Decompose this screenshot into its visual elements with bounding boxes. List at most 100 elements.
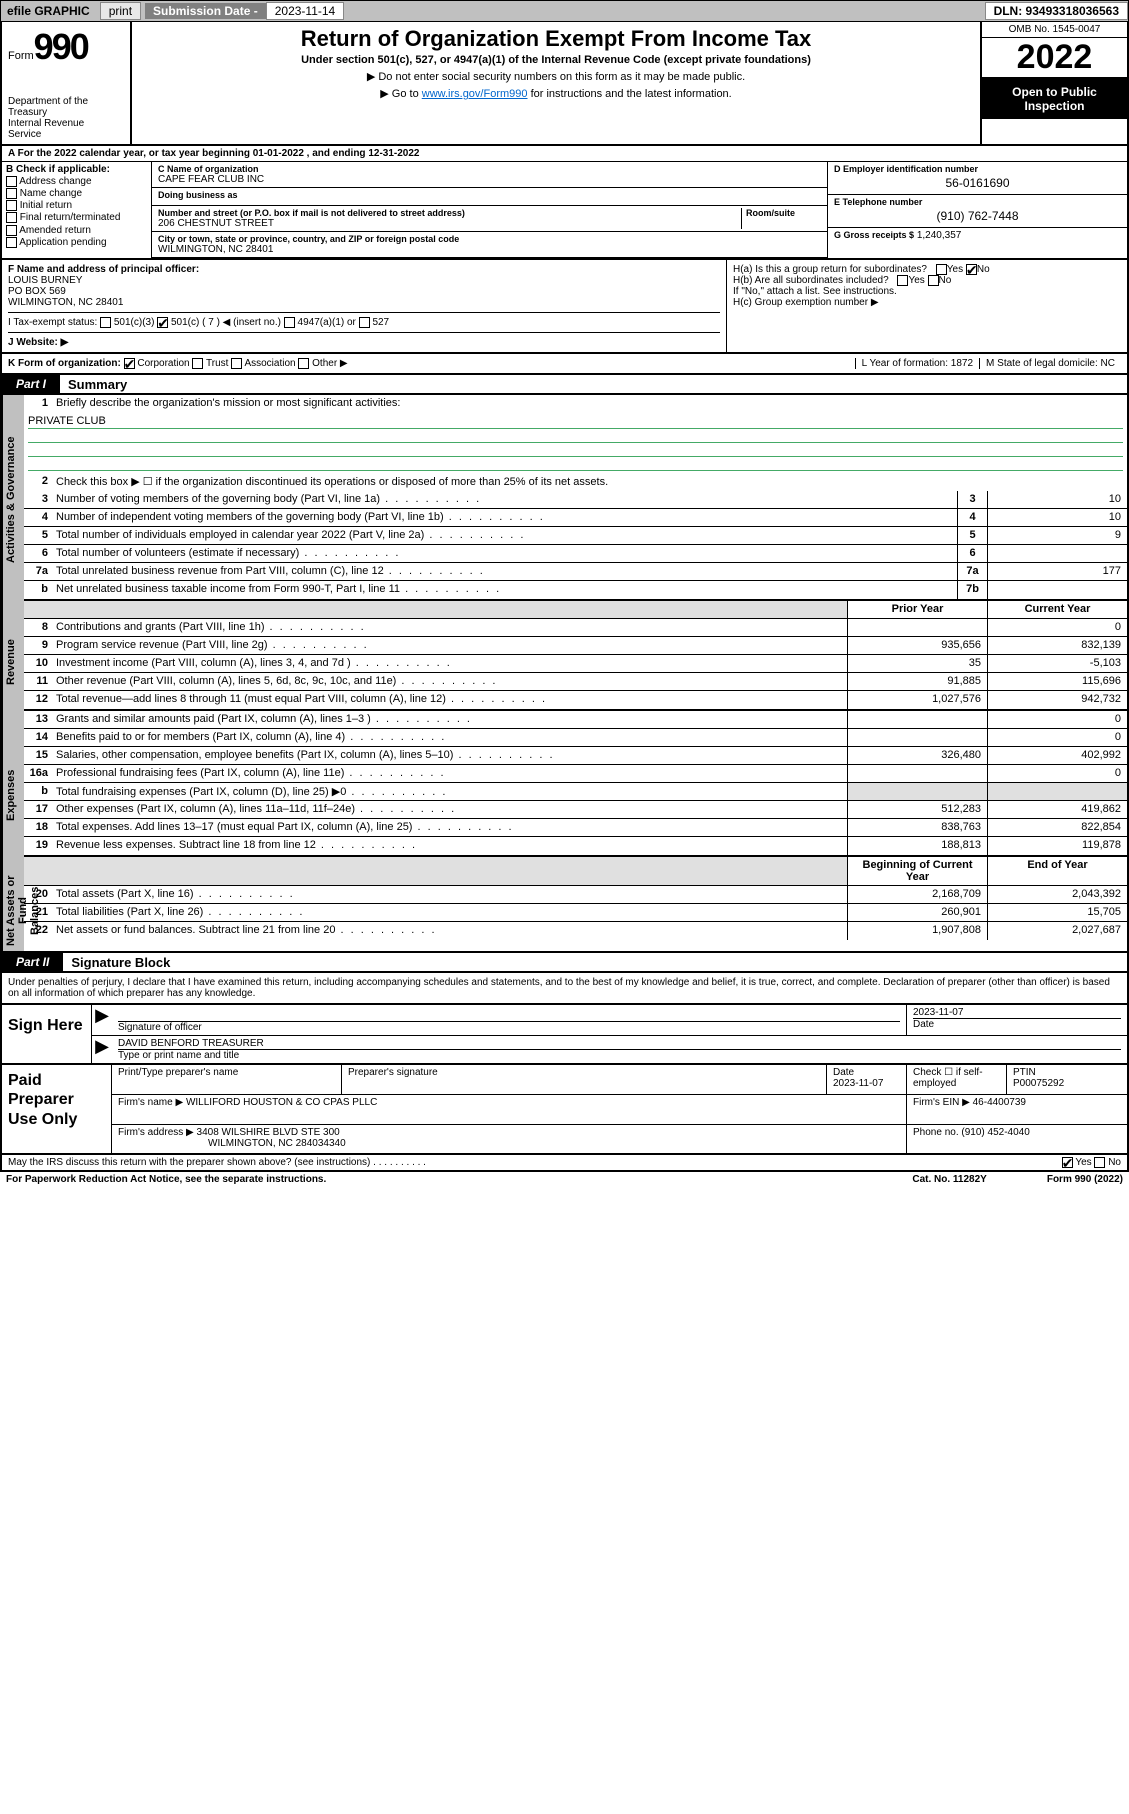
officer-city: WILMINGTON, NC 28401 <box>8 297 123 308</box>
form-990-num: 990 <box>34 26 88 68</box>
firm-phone: Phone no. (910) 452-4040 <box>907 1125 1127 1154</box>
paid-preparer-block: PaidPreparerUse Only Print/Type preparer… <box>0 1065 1129 1155</box>
table-row: 6Total number of volunteers (estimate if… <box>24 545 1127 563</box>
table-row: 20Total assets (Part X, line 16)2,168,70… <box>24 886 1127 904</box>
chk-corporation[interactable] <box>124 358 135 369</box>
section-k: K Form of organization: Corporation Trus… <box>0 354 1129 375</box>
table-row: 11Other revenue (Part VIII, column (A), … <box>24 673 1127 691</box>
h-b: H(b) Are all subordinates included? Yes … <box>733 275 1121 286</box>
firm-name: Firm's name ▶ WILLIFORD HOUSTON & CO CPA… <box>112 1095 907 1124</box>
ptin: PTINP00075292 <box>1007 1065 1127 1094</box>
addr-row: Number and street (or P.O. box if mail i… <box>152 206 827 232</box>
box-deg: D Employer identification number 56-0161… <box>827 162 1127 258</box>
print-button[interactable]: print <box>100 2 141 20</box>
vtab-revenue: Revenue <box>2 605 24 719</box>
note-link: ▶ Go to www.irs.gov/Form990 for instruct… <box>138 87 974 100</box>
table-row: 18Total expenses. Add lines 13–17 (must … <box>24 819 1127 837</box>
part-1-header: Part I Summary <box>0 375 1129 395</box>
chk-association[interactable] <box>231 358 242 369</box>
form-no-footer: Form 990 (2022) <box>1047 1174 1123 1185</box>
preparer-name-hdr: Print/Type preparer's name <box>112 1065 342 1094</box>
section-a-g: A For the 2022 calendar year, or tax yea… <box>0 146 1129 260</box>
ha-no[interactable] <box>966 264 977 275</box>
org-name: CAPE FEAR CLUB INC <box>158 174 821 185</box>
sign-arrow-icon: ▶ <box>92 1005 112 1035</box>
ha-yes[interactable] <box>936 264 947 275</box>
omb-number: OMB No. 1545-0047 <box>982 22 1127 38</box>
ein: 56-0161690 <box>834 174 1121 192</box>
box-g: G Gross receipts $ 1,240,357 <box>828 228 1127 243</box>
chk-name-change[interactable]: Name change <box>6 188 147 199</box>
summary-table: Activities & Governance Revenue Expenses… <box>0 395 1129 953</box>
table-row: 21Total liabilities (Part X, line 26)260… <box>24 904 1127 922</box>
footer-discuss: May the IRS discuss this return with the… <box>0 1155 1129 1172</box>
table-row: 8Contributions and grants (Part VIII, li… <box>24 619 1127 637</box>
vtab-netassets: Net Assets or Fund Balances <box>2 871 24 951</box>
sign-here-block: Sign Here ▶ Signature of officer 2023-11… <box>0 1005 1129 1065</box>
chk-other[interactable] <box>298 358 309 369</box>
firm-ein: Firm's EIN ▶ 46-4400739 <box>907 1095 1127 1124</box>
form-header: Form 990 Department of theTreasuryIntern… <box>0 22 1129 146</box>
sig-officer-line: Signature of officer <box>118 1021 900 1033</box>
chk-address-change[interactable]: Address change <box>6 176 147 187</box>
tax-period: A For the 2022 calendar year, or tax yea… <box>2 146 1127 162</box>
discuss-no[interactable] <box>1094 1157 1105 1168</box>
hb-yes[interactable] <box>897 275 908 286</box>
hdr-boy: Beginning of Current Year <box>847 857 987 885</box>
telephone: (910) 762-7448 <box>834 207 1121 225</box>
box-e: E Telephone number (910) 762-7448 <box>828 195 1127 228</box>
box-i: I Tax-exempt status: 501(c)(3) 501(c) ( … <box>8 312 720 328</box>
hdr-prior-year: Prior Year <box>847 601 987 618</box>
chk-527[interactable] <box>359 317 370 328</box>
box-f: F Name and address of principal officer:… <box>8 264 720 308</box>
box-d: D Employer identification number 56-0161… <box>828 162 1127 195</box>
submission-date-label: Submission Date - <box>145 3 266 19</box>
hb-no[interactable] <box>928 275 939 286</box>
table-row: 7aTotal unrelated business revenue from … <box>24 563 1127 581</box>
typed-name: DAVID BENFORD TREASURER <box>118 1038 1121 1049</box>
table-row: 10Investment income (Part VIII, column (… <box>24 655 1127 673</box>
chk-501c3[interactable] <box>100 317 111 328</box>
chk-amended-return[interactable]: Amended return <box>6 225 147 236</box>
street-address: 206 CHESTNUT STREET <box>158 218 741 229</box>
box-l: L Year of formation: 1872 <box>855 358 979 369</box>
h-a: H(a) Is this a group return for subordin… <box>733 264 1121 275</box>
chk-application-pending[interactable]: Application pending <box>6 237 147 248</box>
h-b-note: If "No," attach a list. See instructions… <box>733 286 1121 297</box>
hdr-current-year: Current Year <box>987 601 1127 618</box>
chk-4947[interactable] <box>284 317 295 328</box>
sign-arrow-icon-2: ▶ <box>92 1036 112 1063</box>
chk-initial-return[interactable]: Initial return <box>6 200 147 211</box>
box-h: H(a) Is this a group return for subordin… <box>727 260 1127 352</box>
header-middle: Return of Organization Exempt From Incom… <box>132 22 982 144</box>
chk-501c[interactable] <box>157 317 168 328</box>
mission-text: PRIVATE CLUB <box>24 413 1127 473</box>
cat-no: Cat. No. 11282Y <box>912 1174 986 1185</box>
box-b: B Check if applicable: Address change Na… <box>2 162 152 258</box>
vtab-expenses: Expenses <box>2 719 24 871</box>
form-word: Form <box>8 50 34 62</box>
table-row: 22Net assets or fund balances. Subtract … <box>24 922 1127 940</box>
chk-trust[interactable] <box>192 358 203 369</box>
sign-here-label: Sign Here <box>2 1005 92 1063</box>
discuss-yes[interactable] <box>1062 1157 1073 1168</box>
sig-date: 2023-11-07 <box>913 1007 1121 1018</box>
preparer-date: Date2023-11-07 <box>827 1065 907 1094</box>
officer-name: LOUIS BURNEY <box>8 275 82 286</box>
box-b-label: B Check if applicable: <box>6 164 147 175</box>
footer-bottom: For Paperwork Reduction Act Notice, see … <box>0 1172 1129 1187</box>
org-name-row: C Name of organization CAPE FEAR CLUB IN… <box>152 162 827 188</box>
irs-link[interactable]: www.irs.gov/Form990 <box>422 88 528 100</box>
city-state-zip: WILMINGTON, NC 28401 <box>158 244 821 255</box>
table-row: 16aProfessional fundraising fees (Part I… <box>24 765 1127 783</box>
form-subtitle: Under section 501(c), 527, or 4947(a)(1)… <box>138 54 974 66</box>
table-row: 13Grants and similar amounts paid (Part … <box>24 711 1127 729</box>
dln: DLN: 93493318036563 <box>985 2 1128 20</box>
table-row: 14Benefits paid to or for members (Part … <box>24 729 1127 747</box>
h-c: H(c) Group exemption number ▶ <box>733 297 1121 308</box>
table-row: 9Program service revenue (Part VIII, lin… <box>24 637 1127 655</box>
form-number: Form 990 <box>8 26 124 68</box>
box-m: M State of legal domicile: NC <box>979 358 1121 369</box>
chk-final-return[interactable]: Final return/terminated <box>6 212 147 223</box>
block-revenue: Prior Year Current Year 8Contributions a… <box>24 601 1127 711</box>
